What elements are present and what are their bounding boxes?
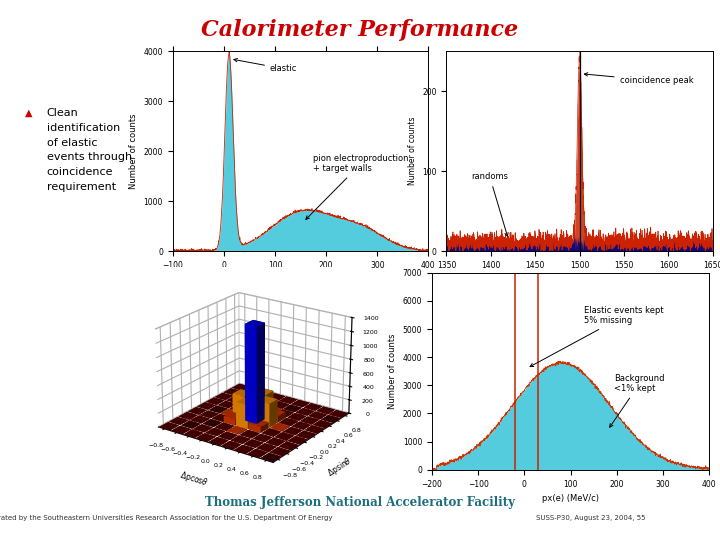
- Text: randoms: randoms: [472, 172, 508, 236]
- Text: Thomas Jefferson National Accelerator Facility: Thomas Jefferson National Accelerator Fa…: [205, 496, 515, 509]
- Text: ▲: ▲: [25, 108, 32, 118]
- Y-axis label: Number of counts: Number of counts: [408, 117, 417, 185]
- Text: coincidence peak: coincidence peak: [585, 73, 693, 85]
- Text: SUSS-P30, August 23, 2004, 55: SUSS-P30, August 23, 2004, 55: [536, 515, 645, 522]
- X-axis label: px(e) (MeV/c): px(e) (MeV/c): [542, 494, 599, 503]
- Y-axis label: $\Delta$psin$\theta$: $\Delta$psin$\theta$: [325, 455, 356, 481]
- Text: Clean
identification
of elastic
events through
coincidence
requirement: Clean identification of elastic events t…: [47, 108, 132, 192]
- X-axis label: $\Delta$pcos$\theta$: $\Delta$pcos$\theta$: [178, 469, 210, 490]
- Text: Operated by the Southeastern Universities Research Association for the U.S. Depa: Operated by the Southeastern Universitie…: [0, 515, 333, 522]
- Text: Calorimeter Performance: Calorimeter Performance: [202, 19, 518, 41]
- Y-axis label: Number of counts: Number of counts: [129, 113, 138, 189]
- Text: elastic: elastic: [234, 58, 297, 73]
- X-axis label: TDC channel (1 channel = 0.5 ns): TDC channel (1 channel = 0.5 ns): [516, 275, 644, 285]
- Text: pion electroproduction
+ target walls: pion electroproduction + target walls: [306, 154, 409, 219]
- Y-axis label: Number of counts: Number of counts: [388, 334, 397, 409]
- Text: Background
<1% kept: Background <1% kept: [610, 374, 665, 427]
- Text: Elastic events kept
5% missing: Elastic events kept 5% missing: [530, 306, 664, 367]
- X-axis label: px(H) (MeV/c): px(H) (MeV/c): [271, 275, 330, 285]
